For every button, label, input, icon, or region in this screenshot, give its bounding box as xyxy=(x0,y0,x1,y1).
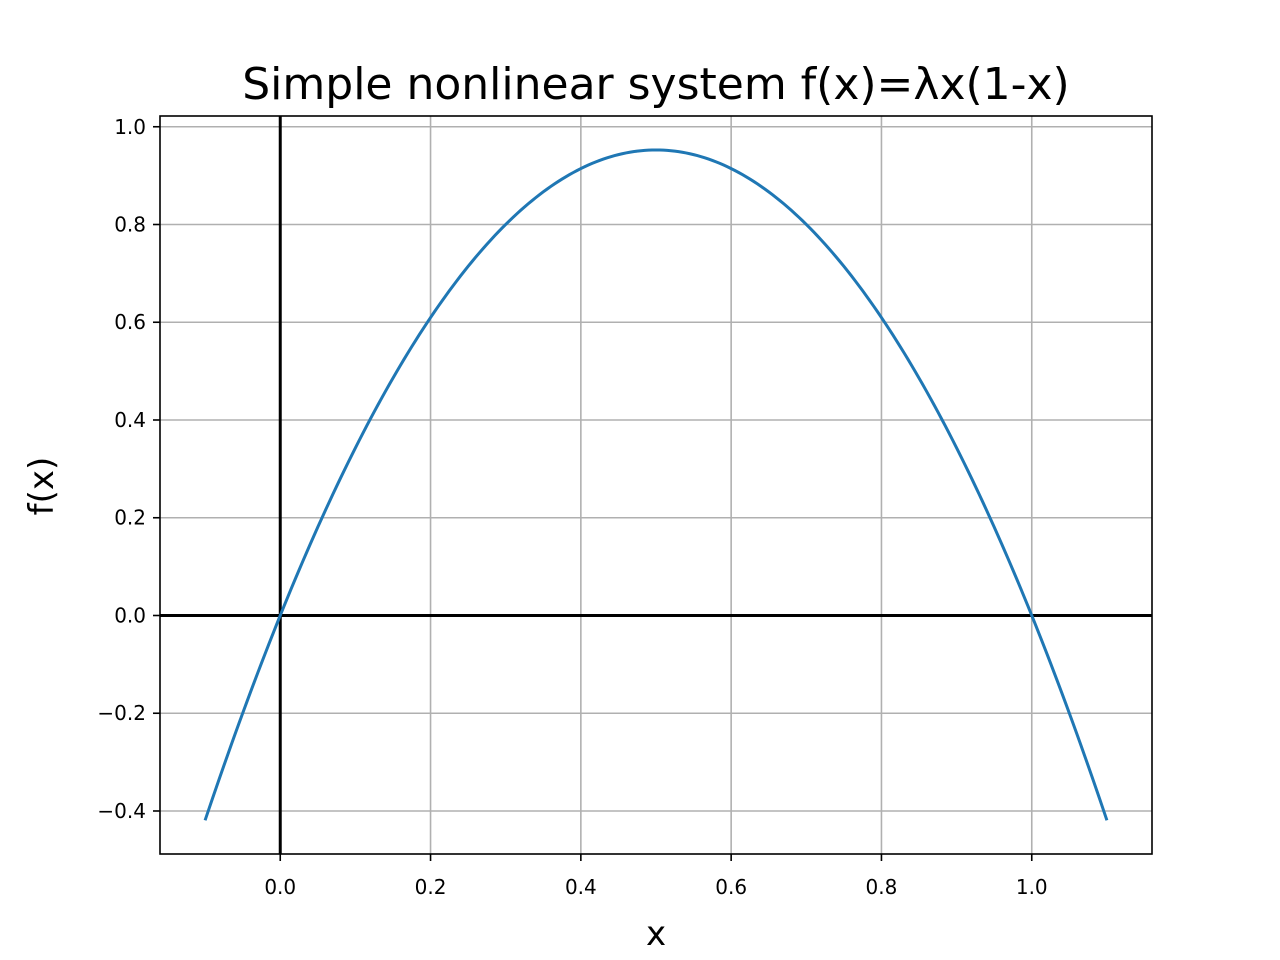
x-tick-label: 1.0 xyxy=(1016,875,1048,899)
reference-lines xyxy=(160,116,1152,854)
tick-layer: 0.0 0.2 0.4 0.6 0.8 1.0 −0.4 −0.2 0.0 0.2 0.4 0.6 0.… xyxy=(97,115,1047,899)
y-tick-label: −0.2 xyxy=(97,701,146,725)
y-tick-label: 0.8 xyxy=(114,213,146,237)
x-tick-label: 0.6 xyxy=(715,875,747,899)
y-tick-label: 0.4 xyxy=(114,408,146,432)
plot-frame xyxy=(159,115,1153,855)
x-tick-label: 0.2 xyxy=(415,875,447,899)
grid-layer xyxy=(160,116,1152,854)
x-tick-label: 0.0 xyxy=(264,875,296,899)
y-tick-label: −0.4 xyxy=(97,799,146,823)
x-tick-label: 0.8 xyxy=(866,875,898,899)
chart-title: Simple nonlinear system f(x)=λx(1-x) xyxy=(242,59,1069,110)
y-axis-label: f(x) xyxy=(22,457,62,516)
x-axis-label: x xyxy=(646,914,666,954)
series-line xyxy=(203,148,1109,821)
y-tick-label: 0.6 xyxy=(114,310,146,334)
y-tick-label: 1.0 xyxy=(114,115,146,139)
x-tick-label: 0.4 xyxy=(565,875,597,899)
series-layer xyxy=(203,148,1109,821)
y-tick-label: 0.0 xyxy=(114,603,146,627)
y-tick-label: 0.2 xyxy=(114,506,146,530)
